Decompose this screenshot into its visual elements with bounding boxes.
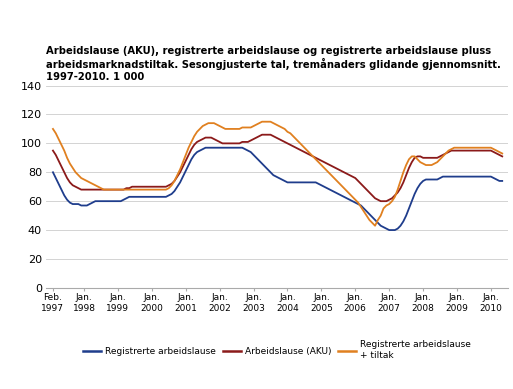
Text: Arbeidslause (AKU), registrerte arbeidslause og registrerte arbeidslause pluss
a: Arbeidslause (AKU), registrerte arbeidsl…: [46, 46, 501, 82]
Legend: Registrerte arbeidslause, Arbeidslause (AKU), Registrerte arbeidslause
+ tiltak: Registrerte arbeidslause, Arbeidslause (…: [80, 337, 475, 363]
